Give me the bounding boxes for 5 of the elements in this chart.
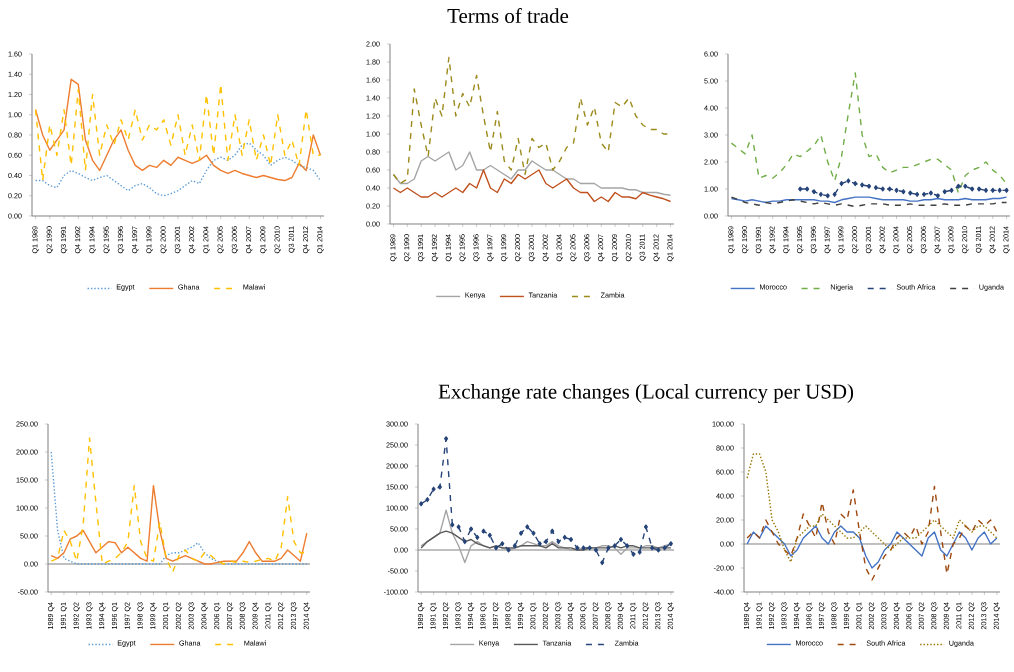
chart-title: Exchange rate changes (Local currency per USD) (438, 383, 854, 403)
line-series (50, 437, 308, 574)
line-series (392, 56, 672, 185)
line-series (730, 72, 1008, 194)
chart-title: Terms of trade (447, 8, 569, 24)
